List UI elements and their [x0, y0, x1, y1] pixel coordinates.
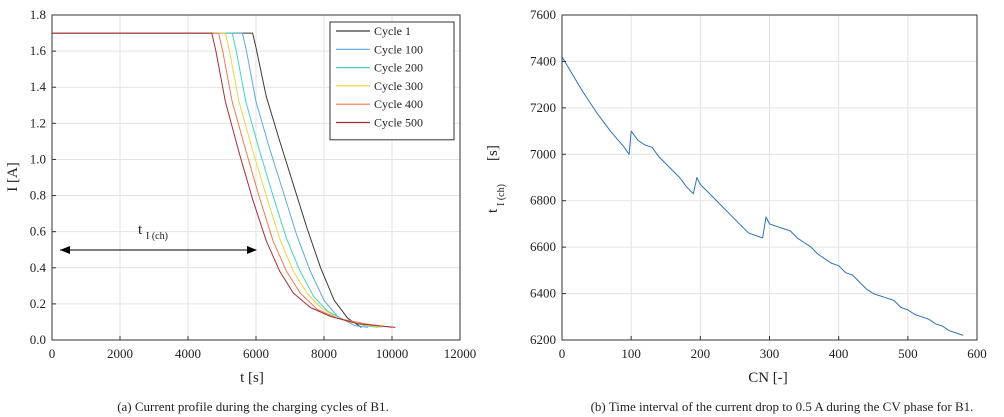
chart-b-xticks: 0 100 200 300 400 500 600 — [559, 336, 987, 361]
chart-a-ytick-label-5: 1.0 — [30, 151, 46, 166]
annotation-arrow-right-head — [247, 246, 257, 254]
chart-a-xtick-label-3: 6000 — [243, 346, 269, 361]
chart-a-series-line-5 — [52, 32, 396, 328]
legend-label-1: Cycle 100 — [374, 42, 423, 56]
annotation-label: t — [138, 222, 143, 238]
chart-b-ytick-label-4: 7000 — [530, 146, 556, 161]
chart-b-ytick-label-6: 7400 — [530, 53, 556, 68]
chart-b-xtick-label-4: 400 — [829, 346, 849, 361]
chart-a-xtick-label-5: 10000 — [376, 346, 409, 361]
chart-b-xtick-label-5: 500 — [898, 346, 918, 361]
chart-a-xtick-label-4: 8000 — [311, 346, 337, 361]
chart-b-xtick-label-2: 200 — [691, 346, 711, 361]
chart-a-xtick-label-6: 12000 — [444, 346, 477, 361]
chart-a-series-line-1 — [52, 32, 369, 328]
chart-current-profile: 0 2000 4000 6000 8000 10000 12000 0.0 0.2 0.4 0.6… — [5, 7, 476, 414]
chart-a-ytick-label-0: 0.0 — [30, 332, 46, 347]
chart-b-ytick-label-7: 7600 — [530, 7, 556, 22]
chart-b-ylabel-main: t — [485, 208, 501, 213]
chart-a-series-line-2 — [52, 32, 379, 328]
chart-a-ytick-label-6: 1.2 — [30, 115, 46, 130]
legend-label-2: Cycle 200 — [374, 61, 423, 75]
chart-b-ytick-label-3: 6800 — [530, 193, 556, 208]
chart-b-grid — [561, 14, 978, 341]
chart-b-xtick-label-1: 100 — [621, 346, 641, 361]
chart-time-interval: 0 100 200 300 400 500 600 6200 6400 6600 6800 7000… — [485, 7, 987, 414]
chart-a-series-line-0 — [52, 32, 362, 328]
annotation-tich: t I (ch) — [60, 222, 257, 254]
legend-label-3: Cycle 300 — [374, 79, 423, 93]
chart-a-ytick-label-1: 0.2 — [30, 296, 46, 311]
chart-a-legend: Cycle 1 Cycle 100 Cycle 200 Cycle 300 Cycle … — [329, 21, 455, 141]
chart-a-ytick-label-8: 1.6 — [30, 43, 47, 58]
chart-a-ytick-label-9: 1.8 — [30, 7, 46, 22]
chart-b-series — [561, 56, 964, 336]
chart-a-ylabel: I [A] — [5, 162, 21, 192]
chart-b-ylabel-sub: I (ch) — [496, 184, 507, 206]
chart-b-yticks: 6200 6400 6600 6800 7000 7200 7400 7600 — [530, 7, 566, 347]
chart-a-ytick-label-4: 0.8 — [30, 188, 46, 203]
chart-a-ytick-label-7: 1.4 — [30, 79, 47, 94]
legend-label-0: Cycle 1 — [374, 24, 411, 38]
chart-a-xtick-label-1: 2000 — [107, 346, 133, 361]
legend-box — [329, 21, 455, 141]
chart-a-yticks: 0.0 0.2 0.4 0.6 0.8 1.0 1.2 1.4 1.6 1.8 — [30, 7, 56, 347]
chart-b-xtick-label-0: 0 — [559, 346, 566, 361]
chart-b-caption: (b) Time interval of the current drop to… — [591, 399, 974, 414]
annotation-label-sub: I (ch) — [146, 231, 168, 242]
chart-b-xtick-label-3: 300 — [760, 346, 780, 361]
chart-b-series-line-0 — [561, 56, 964, 336]
chart-a-caption: (a) Current profile during the charging … — [117, 399, 389, 414]
chart-a-series — [52, 32, 396, 328]
chart-a-ytick-label-3: 0.6 — [30, 224, 47, 239]
chart-a-xtick-label-2: 4000 — [175, 346, 201, 361]
chart-b-ylabel: t I (ch) [s] — [485, 145, 507, 213]
chart-b-ytick-label-5: 7200 — [530, 100, 556, 115]
chart-b-xtick-label-6: 600 — [967, 346, 987, 361]
chart-b-ytick-label-2: 6600 — [530, 239, 556, 254]
chart-a-xlabel: t [s] — [240, 370, 264, 386]
chart-b-ytick-label-1: 6400 — [530, 286, 556, 301]
chart-b-xlabel: CN [-] — [748, 370, 788, 386]
chart-b-ylabel-unit: [s] — [485, 145, 501, 161]
chart-b-ytick-label-0: 6200 — [530, 332, 556, 347]
chart-a-xtick-label-0: 0 — [49, 346, 56, 361]
annotation-arrow-left-head — [60, 246, 70, 254]
legend-label-5: Cycle 500 — [374, 116, 423, 130]
chart-a-ytick-label-2: 0.4 — [30, 260, 47, 275]
legend-label-4: Cycle 400 — [374, 97, 423, 111]
chart-a-xticks: 0 2000 4000 6000 8000 10000 12000 — [49, 336, 477, 361]
